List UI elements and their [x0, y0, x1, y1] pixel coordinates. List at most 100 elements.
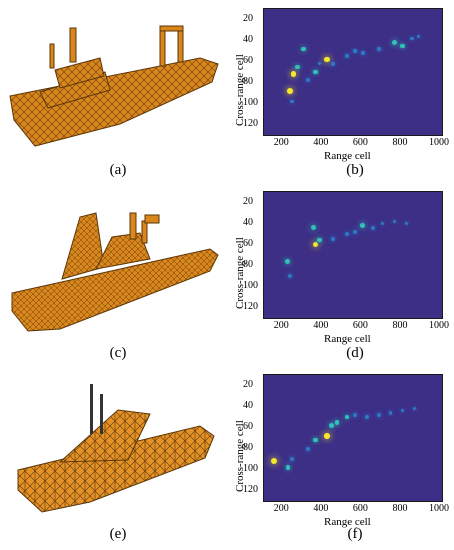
- scatterer: [416, 34, 420, 38]
- x-tick-label: 200: [273, 320, 289, 331]
- scatterer: [412, 407, 416, 411]
- x-tick-label: 400: [313, 320, 329, 331]
- scatterer: [361, 51, 365, 55]
- panel-a: (a): [0, 0, 227, 183]
- destroyer-icon: [11, 212, 219, 332]
- scatterer: [286, 88, 293, 94]
- x-tick-label: 400: [313, 137, 329, 148]
- x-tick-label: 800: [392, 320, 408, 331]
- caption-d: (d): [346, 345, 364, 361]
- scatterer: [344, 414, 350, 420]
- scatterer: [285, 465, 290, 470]
- scatterer: [388, 411, 393, 415]
- x-axis-label: Range cell: [324, 150, 371, 162]
- scatterer: [313, 438, 318, 443]
- corvette-icon: [17, 384, 215, 513]
- scatterer: [364, 415, 369, 419]
- panel-c: (c): [0, 183, 227, 366]
- caption-a: (a): [109, 162, 127, 178]
- isar-image-b: [263, 8, 443, 136]
- y-tick-label: 20: [243, 195, 253, 207]
- fishing-vessel-icon: [9, 25, 219, 147]
- y-tick-label: 40: [243, 33, 253, 45]
- y-tick-label: 20: [243, 12, 253, 24]
- x-tick-label: 1000: [429, 137, 449, 148]
- scatterer: [400, 409, 405, 413]
- scatterer: [312, 241, 319, 248]
- scatterer: [334, 419, 340, 425]
- x-tick-label: 600: [352, 137, 368, 148]
- scatterer: [376, 47, 381, 51]
- y-tick-label: 80: [243, 75, 253, 87]
- scatterer: [410, 36, 415, 41]
- y-tick-label: 80: [243, 441, 253, 453]
- scatterer: [317, 238, 322, 243]
- y-axis-label: Cross-range cell: [234, 54, 246, 126]
- caption-b: (b): [346, 162, 364, 178]
- scatterer: [331, 237, 336, 242]
- scatterer: [353, 230, 357, 234]
- x-tick-label: 600: [352, 320, 368, 331]
- x-axis-label: Range cell: [324, 333, 371, 345]
- caption-c: (c): [109, 345, 127, 361]
- scatterer: [328, 422, 334, 428]
- scatterer: [290, 71, 297, 77]
- scatterer: [404, 222, 408, 225]
- scatterer: [392, 219, 397, 223]
- scatterer: [301, 46, 306, 52]
- y-tick-label: 120: [243, 483, 258, 495]
- scatterer: [370, 225, 375, 230]
- scatterer: [331, 61, 336, 66]
- scatterer: [313, 69, 318, 75]
- scatterer: [289, 457, 294, 461]
- x-tick-label: 800: [392, 137, 408, 148]
- scatterer: [305, 78, 310, 83]
- x-tick-label: 1000: [429, 320, 449, 331]
- caption-e: (e): [109, 526, 127, 542]
- scatterer: [285, 258, 291, 264]
- y-tick-label: 120: [243, 117, 258, 129]
- scatterer: [400, 43, 405, 48]
- y-tick-label: 60: [243, 54, 253, 66]
- x-tick-label: 200: [273, 503, 289, 514]
- scatterer: [345, 232, 350, 236]
- scatterer: [317, 61, 322, 66]
- isar-image-d: [263, 191, 443, 319]
- scatterer: [287, 274, 292, 278]
- scatterer: [289, 99, 294, 104]
- scatterer: [305, 446, 310, 451]
- scatterer: [360, 223, 366, 228]
- scatterer: [376, 412, 381, 417]
- isar-image-f: [263, 374, 443, 502]
- x-tick-label: 200: [273, 137, 289, 148]
- scatterer: [324, 433, 331, 439]
- x-tick-label: 800: [392, 503, 408, 514]
- x-tick-label: 600: [352, 503, 368, 514]
- x-tick-label: 400: [313, 503, 329, 514]
- y-axis-label: Cross-range cell: [234, 237, 246, 309]
- scatterer: [310, 225, 317, 231]
- scatterer: [352, 412, 357, 417]
- caption-f: (f): [347, 526, 363, 542]
- scatterer: [353, 49, 357, 53]
- y-tick-label: 60: [243, 420, 253, 432]
- y-tick-label: 40: [243, 399, 253, 411]
- scatterer: [345, 54, 349, 59]
- y-tick-label: 80: [243, 258, 253, 270]
- scatterer: [392, 40, 398, 46]
- panel-f: (f) 20 40 60 80 100 120 200 400 600 800 1000 Range …: [227, 366, 454, 550]
- panel-d: (d) 20 40 60 80 100 120 200 400 600 800 1000 Range …: [227, 183, 454, 366]
- panel-e: (e): [0, 366, 227, 550]
- x-tick-label: 1000: [429, 503, 449, 514]
- y-tick-label: 100: [243, 96, 258, 108]
- x-axis-label: Range cell: [324, 516, 371, 528]
- panel-b: (b) 20 40 60 80 100 120 200 400 600 800 1000 Range …: [227, 0, 454, 183]
- y-tick-label: 40: [243, 216, 253, 228]
- y-tick-label: 60: [243, 237, 253, 249]
- y-tick-label: 20: [243, 378, 253, 390]
- scatterer: [380, 221, 385, 226]
- scatterer: [270, 458, 277, 465]
- scatterer: [295, 64, 300, 69]
- scatterer: [324, 56, 331, 63]
- y-tick-label: 120: [243, 300, 258, 312]
